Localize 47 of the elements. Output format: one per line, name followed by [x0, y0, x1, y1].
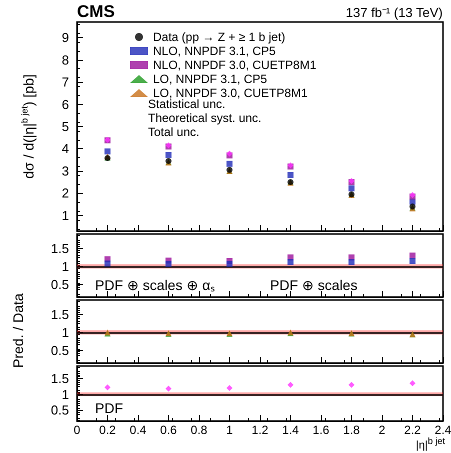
x-axis-title: |η|$^{b jet}$ [416, 436, 445, 452]
legend-label: Data (pp → Z + ≥ 1 b jet) [153, 30, 286, 44]
y-tick-label: 2 [62, 186, 69, 201]
annotation: Total unc. [148, 125, 200, 139]
chart-subtitle: 137 fb⁻¹ (13 TeV) [346, 5, 443, 20]
y-axis-title: Pred. / Data [10, 292, 26, 370]
y-tick-label: 1 [62, 258, 69, 274]
annotation: Statistical unc. [148, 97, 226, 111]
y-tick-label: 7 [62, 74, 69, 90]
x-tick-label: 2 [378, 423, 386, 437]
x-tick-label: 0.8 [190, 423, 208, 437]
y-tick-label: 0.5 [50, 342, 69, 358]
annotation: Theoretical syst. unc. [148, 111, 262, 125]
y-tick-label: 9 [62, 30, 69, 46]
y-tick-label: 6 [62, 96, 69, 112]
x-tick-label: 1.8 [343, 423, 360, 437]
annotation: PDF [95, 400, 123, 416]
x-tick-label: 1.6 [312, 423, 330, 437]
y-tick-label: 1.5 [50, 371, 69, 386]
legend-label: NLO, NNPDF 3.0, CUETP8M1 [153, 58, 317, 72]
annotation: PDF ⊕ scales [270, 277, 358, 293]
y-tick-label: 1.5 [50, 306, 69, 322]
x-tick-label: 0 [74, 423, 81, 437]
y-tick-label: 1 [62, 324, 69, 340]
y-tick-label: 5 [62, 119, 69, 134]
y-tick-label: 4 [62, 141, 69, 156]
y-tick-label: 1.5 [50, 240, 69, 256]
y-axis-title: dσ / d(|η|b jet) [pb] [20, 74, 36, 179]
x-tick-label: 1.2 [252, 423, 269, 437]
x-tick-label: 2.2 [404, 423, 422, 437]
x-tick-label: 0.4 [130, 423, 147, 437]
chart-title: CMS [77, 2, 115, 21]
x-tick-label: 2.4 [434, 423, 451, 437]
legend-label: LO, NNPDF 3.1, CP5 [153, 72, 268, 86]
x-tick-label: 1.4 [282, 423, 300, 437]
y-tick-label: 1 [62, 386, 69, 402]
y-tick-label: 0.5 [50, 402, 69, 418]
x-tick-label: 0.2 [99, 423, 116, 437]
legend-label: NLO, NNPDF 3.1, CP5 [153, 44, 276, 58]
y-tick-label: 8 [62, 52, 69, 68]
y-tick-label: 1 [62, 208, 69, 223]
x-tick-label: 0.6 [160, 423, 178, 437]
y-tick-label: 0.5 [50, 276, 69, 292]
annotation: PDF ⊕ scales ⊕ αₛ [95, 277, 214, 293]
legend-label: LO, NNPDF 3.0, CUETP8M1 [153, 86, 308, 100]
x-tick-label: 1 [226, 423, 234, 437]
y-tick-label: 3 [62, 163, 69, 178]
